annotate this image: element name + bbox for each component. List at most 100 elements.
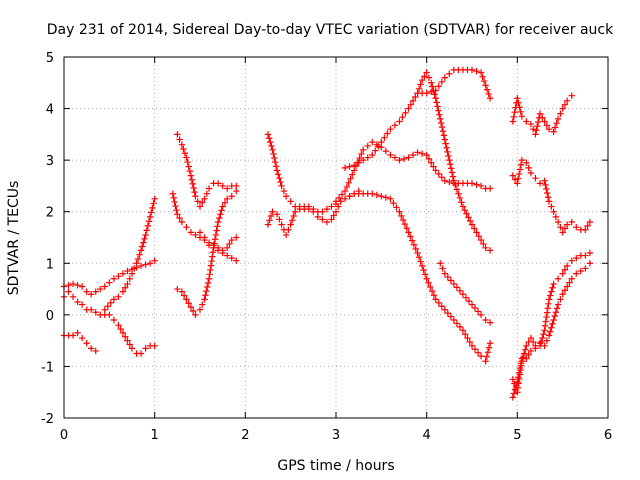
data-point <box>547 328 554 335</box>
data-point <box>278 221 285 228</box>
data-point <box>185 163 192 170</box>
data-point <box>453 186 461 193</box>
data-point <box>517 161 525 168</box>
data-point <box>439 265 446 272</box>
data-point <box>393 204 400 211</box>
data-point <box>482 316 489 324</box>
data-point <box>382 147 390 155</box>
data-point <box>450 316 458 324</box>
data-point <box>122 284 129 291</box>
data-point <box>480 240 487 248</box>
data-point <box>305 205 312 213</box>
data-point <box>530 338 537 346</box>
data-point <box>466 338 473 346</box>
data-point <box>543 185 550 193</box>
series-track-6 <box>174 131 240 210</box>
data-point <box>134 255 142 263</box>
data-point <box>276 216 283 223</box>
data-point <box>319 208 326 215</box>
data-point <box>323 218 331 226</box>
data-point <box>428 88 435 96</box>
data-point <box>482 358 489 365</box>
data-point <box>188 176 196 183</box>
data-point <box>407 233 414 240</box>
data-point <box>458 199 465 206</box>
data-point <box>211 236 219 243</box>
data-point <box>144 222 152 230</box>
data-point <box>447 165 455 172</box>
x-tick-label: 2 <box>241 428 249 443</box>
data-point <box>119 329 127 337</box>
data-point <box>128 345 136 352</box>
data-point <box>273 167 281 174</box>
data-point <box>541 118 548 125</box>
data-point <box>285 226 292 233</box>
data-point <box>586 260 594 267</box>
data-point <box>468 301 476 308</box>
data-point <box>107 299 115 307</box>
data-point <box>415 254 423 261</box>
data-point <box>88 345 95 352</box>
data-point <box>517 360 525 367</box>
data-point <box>425 74 433 81</box>
data-point <box>387 195 394 203</box>
x-tick-label: 4 <box>423 428 431 443</box>
data-point <box>471 304 479 312</box>
data-point <box>358 150 365 158</box>
chart-title: Day 231 of 2014, Sidereal Day-to-day VTE… <box>47 22 614 38</box>
data-point <box>199 301 206 308</box>
series-track-10 <box>264 198 344 239</box>
axis-ticks: 0 1 2 3 4 5 6 -2 -1 0 1 2 3 4 5 <box>41 51 612 443</box>
data-point <box>124 337 131 344</box>
series-track-19 <box>509 249 594 401</box>
data-point <box>557 223 564 231</box>
data-point <box>437 119 445 127</box>
data-point <box>405 154 412 161</box>
data-point <box>78 301 86 308</box>
data-point <box>471 346 479 353</box>
data-point <box>396 156 403 164</box>
data-point <box>369 190 376 197</box>
data-point <box>459 203 467 210</box>
data-point <box>548 288 555 295</box>
data-point <box>441 270 448 277</box>
data-point <box>314 213 322 221</box>
data-point <box>466 217 474 225</box>
data-point <box>178 218 186 226</box>
data-point <box>178 288 186 295</box>
data-point <box>88 291 95 298</box>
data-point <box>341 195 349 203</box>
data-point <box>448 169 456 176</box>
data-point <box>269 208 276 215</box>
data-point <box>582 265 589 272</box>
data-point <box>69 332 77 339</box>
data-point <box>539 114 546 121</box>
data-point <box>441 177 448 184</box>
data-point <box>459 327 467 334</box>
data-point <box>484 349 492 356</box>
data-point <box>207 266 214 274</box>
data-point <box>183 296 190 303</box>
data-point <box>561 287 569 294</box>
data-point <box>78 334 86 342</box>
data-point <box>527 120 535 128</box>
series-track-17 <box>509 156 594 236</box>
data-point <box>435 170 442 178</box>
data-point <box>233 257 240 264</box>
data-point <box>402 109 409 117</box>
data-point <box>557 110 564 117</box>
data-point <box>214 218 222 226</box>
data-point <box>446 70 453 77</box>
data-point <box>477 69 485 76</box>
data-point <box>444 148 451 156</box>
data-point <box>561 225 569 232</box>
y-tick-label: -1 <box>41 360 54 375</box>
data-point <box>201 234 208 241</box>
data-point <box>288 217 296 224</box>
data-point <box>387 126 394 133</box>
data-point <box>541 327 548 334</box>
data-point <box>201 296 208 303</box>
data-point <box>391 154 399 161</box>
data-point <box>275 171 282 178</box>
data-point <box>88 306 95 313</box>
